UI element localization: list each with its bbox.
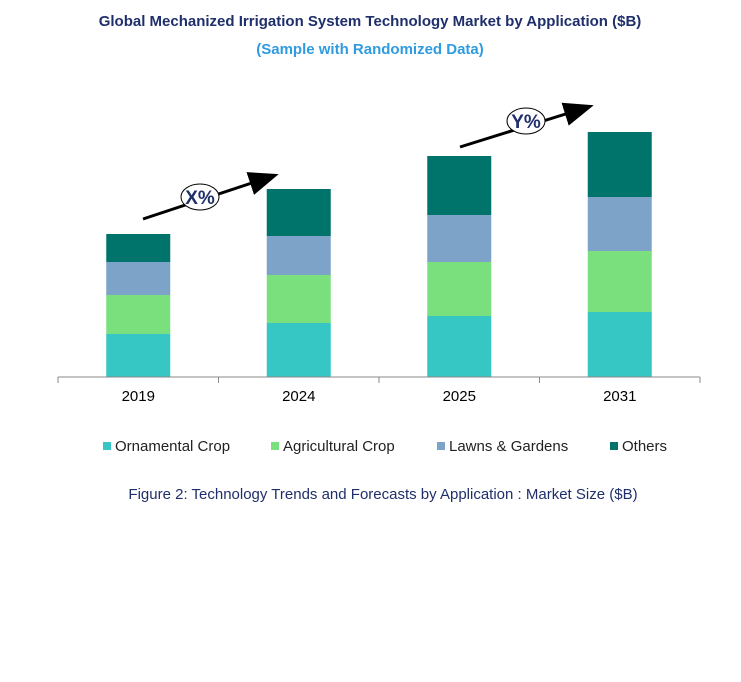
bar-2031-agricultural-crop bbox=[587, 251, 652, 312]
legend-item: Others bbox=[610, 438, 667, 455]
legend-label: Lawns & Gardens bbox=[449, 438, 568, 455]
legend-label: Agricultural Crop bbox=[283, 438, 395, 455]
annotation-bubble bbox=[506, 107, 546, 135]
x-tick-label: 2025 bbox=[443, 388, 476, 405]
x-tick-label: 2024 bbox=[282, 388, 315, 405]
annotation-x: X% bbox=[142, 172, 279, 221]
chart-title: Global Mechanized Irrigation System Tech… bbox=[99, 13, 642, 30]
bar-2031-ornamental-crop bbox=[587, 312, 652, 377]
annotation-y: Y% bbox=[459, 102, 594, 149]
annotation-bubble bbox=[180, 183, 220, 211]
legend-swatch bbox=[103, 442, 111, 450]
chart-subtitle: (Sample with Randomized Data) bbox=[256, 41, 484, 58]
bar-2031-lawns-gardens bbox=[587, 197, 652, 251]
bar-2024-others bbox=[266, 189, 331, 236]
legend-item: Ornamental Crop bbox=[103, 438, 230, 455]
bar-2024-ornamental-crop bbox=[266, 323, 331, 377]
legend-item: Agricultural Crop bbox=[271, 438, 395, 455]
bar-2024-agricultural-crop bbox=[266, 275, 331, 323]
legend-item: Lawns & Gardens bbox=[437, 438, 568, 455]
bar-2019-lawns-gardens bbox=[106, 262, 171, 295]
bar-2025-ornamental-crop bbox=[427, 316, 492, 377]
annotation-label: Y% bbox=[511, 112, 541, 133]
legend-swatch bbox=[271, 442, 279, 450]
bar-2025-others bbox=[427, 156, 492, 215]
bar-2019-agricultural-crop bbox=[106, 295, 171, 334]
annotation-label: X% bbox=[185, 188, 215, 209]
x-tick-label: 2031 bbox=[603, 388, 636, 405]
legend-label: Others bbox=[622, 438, 667, 455]
bar-2019-others bbox=[106, 234, 171, 262]
bar-2031-others bbox=[587, 132, 652, 197]
figure-caption: Figure 2: Technology Trends and Forecast… bbox=[128, 486, 637, 503]
bar-2019-ornamental-crop bbox=[106, 334, 171, 377]
bar-2025-agricultural-crop bbox=[427, 262, 492, 316]
legend-swatch bbox=[437, 442, 445, 450]
bar-2025-lawns-gardens bbox=[427, 215, 492, 262]
legend-swatch bbox=[610, 442, 618, 450]
bar-2024-lawns-gardens bbox=[266, 236, 331, 275]
legend-label: Ornamental Crop bbox=[115, 438, 230, 455]
x-tick-label: 2019 bbox=[122, 388, 155, 405]
